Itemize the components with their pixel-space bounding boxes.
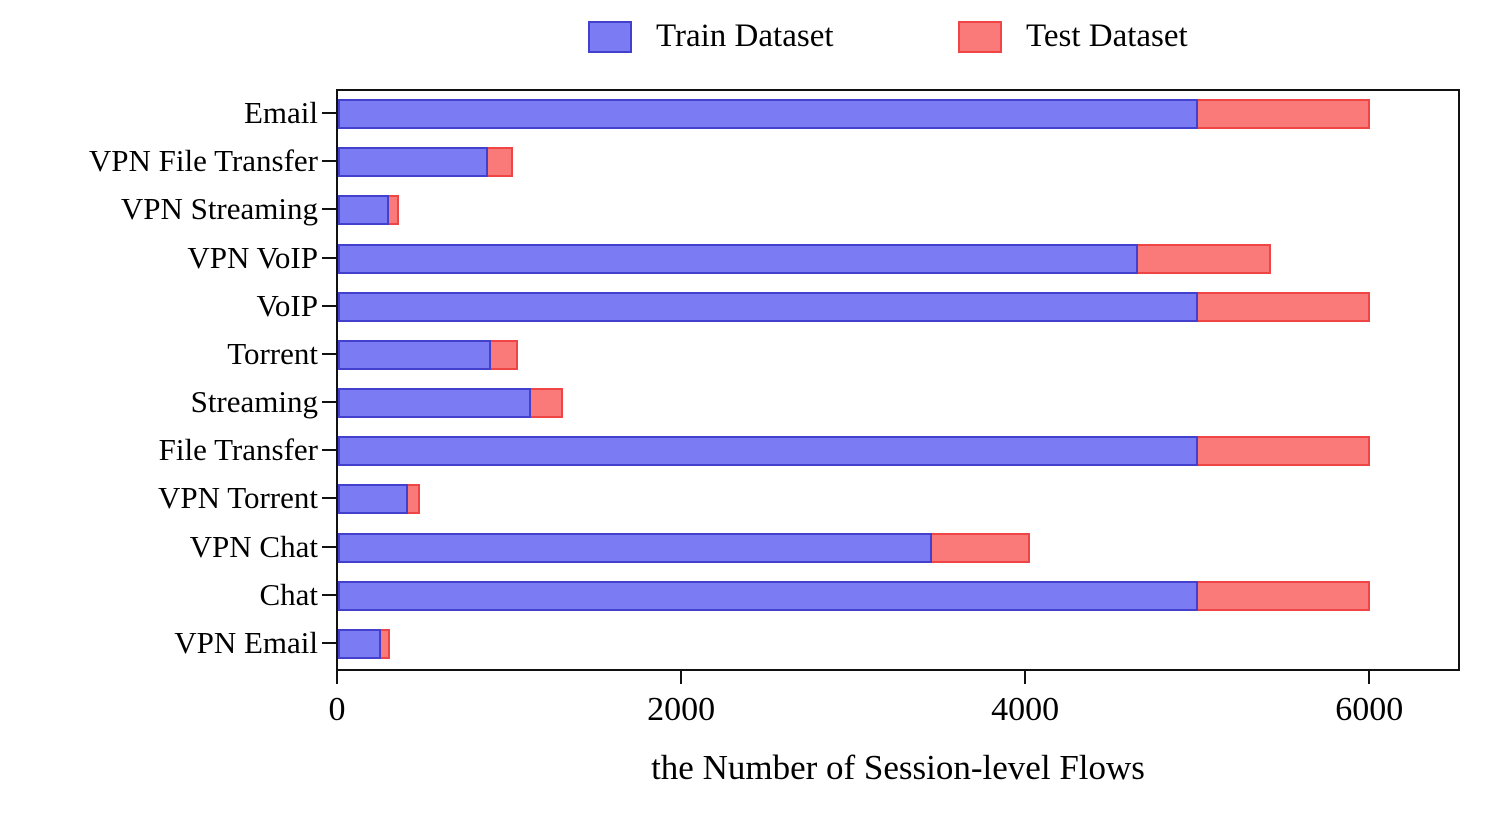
bar-test-vpn-file-transfer (485, 147, 513, 178)
x-tick-label: 6000 (1335, 691, 1404, 728)
bar-test-vpn-voip (1136, 243, 1272, 274)
y-tick-label: Chat (259, 576, 318, 612)
y-tick-label: File Transfer (158, 432, 318, 468)
y-tick (322, 304, 336, 307)
bar-test-chat (1196, 580, 1371, 611)
train-dataset-swatch (588, 20, 632, 53)
y-tick-label: Streaming (190, 384, 318, 420)
bar-test-voip (1196, 291, 1371, 322)
y-tick (322, 208, 336, 211)
x-tick-label: 0 (328, 691, 346, 728)
bar-train-file-transfer (338, 436, 1199, 467)
y-tick (322, 593, 336, 596)
legend-item-test: Test Dataset (958, 18, 1188, 55)
bar-train-vpn-email (338, 628, 381, 659)
x-tick-label: 2000 (647, 691, 716, 728)
y-tick (322, 497, 336, 500)
y-tick-label: VoIP (256, 287, 318, 323)
x-tick (336, 669, 338, 684)
y-tick-label: VPN VoIP (187, 239, 318, 275)
bar-train-email (338, 99, 1199, 130)
y-tick (322, 352, 336, 355)
bar-train-torrent (338, 339, 492, 370)
legend-item-train: Train Dataset (588, 18, 834, 55)
y-tick (322, 449, 336, 452)
y-tick-label: VPN Torrent (158, 480, 318, 516)
x-tick-label: 4000 (991, 691, 1060, 728)
y-tick-label: Torrent (227, 335, 318, 371)
legend-label-train: Train Dataset (656, 18, 834, 54)
bar-train-vpn-voip (338, 243, 1138, 274)
x-tick (680, 669, 683, 684)
legend-label-test: Test Dataset (1026, 18, 1188, 54)
bar-test-file-transfer (1196, 436, 1371, 467)
bar-test-torrent (489, 339, 518, 370)
y-tick (322, 256, 336, 259)
bar-test-vpn-torrent (405, 484, 421, 515)
bar-train-voip (338, 291, 1199, 322)
x-axis-title: the Number of Session-level Flows (651, 748, 1145, 787)
bar-train-chat (338, 580, 1199, 611)
y-tick-label: VPN Chat (189, 528, 318, 564)
bar-train-streaming (338, 388, 531, 419)
bar-train-vpn-streaming (338, 195, 389, 226)
y-tick (322, 545, 336, 548)
y-tick-label: VPN Streaming (120, 191, 318, 227)
y-tick-label: Email (243, 95, 318, 131)
test-dataset-swatch (958, 20, 1002, 53)
y-tick (322, 641, 336, 644)
x-tick (1368, 669, 1371, 684)
y-tick (322, 112, 336, 115)
bar-train-vpn-chat (338, 532, 932, 563)
bar-train-vpn-torrent (338, 484, 408, 515)
y-tick (322, 160, 336, 163)
x-tick (1024, 669, 1027, 684)
plot-area (336, 89, 1460, 671)
y-tick-label: VPN Email (174, 624, 318, 660)
bar-train-vpn-file-transfer (338, 147, 488, 178)
y-tick-label: VPN File Transfer (88, 143, 318, 179)
y-tick (322, 401, 336, 404)
bar-test-vpn-chat (929, 532, 1031, 563)
bar-test-email (1196, 99, 1371, 130)
bar-test-streaming (528, 388, 563, 419)
